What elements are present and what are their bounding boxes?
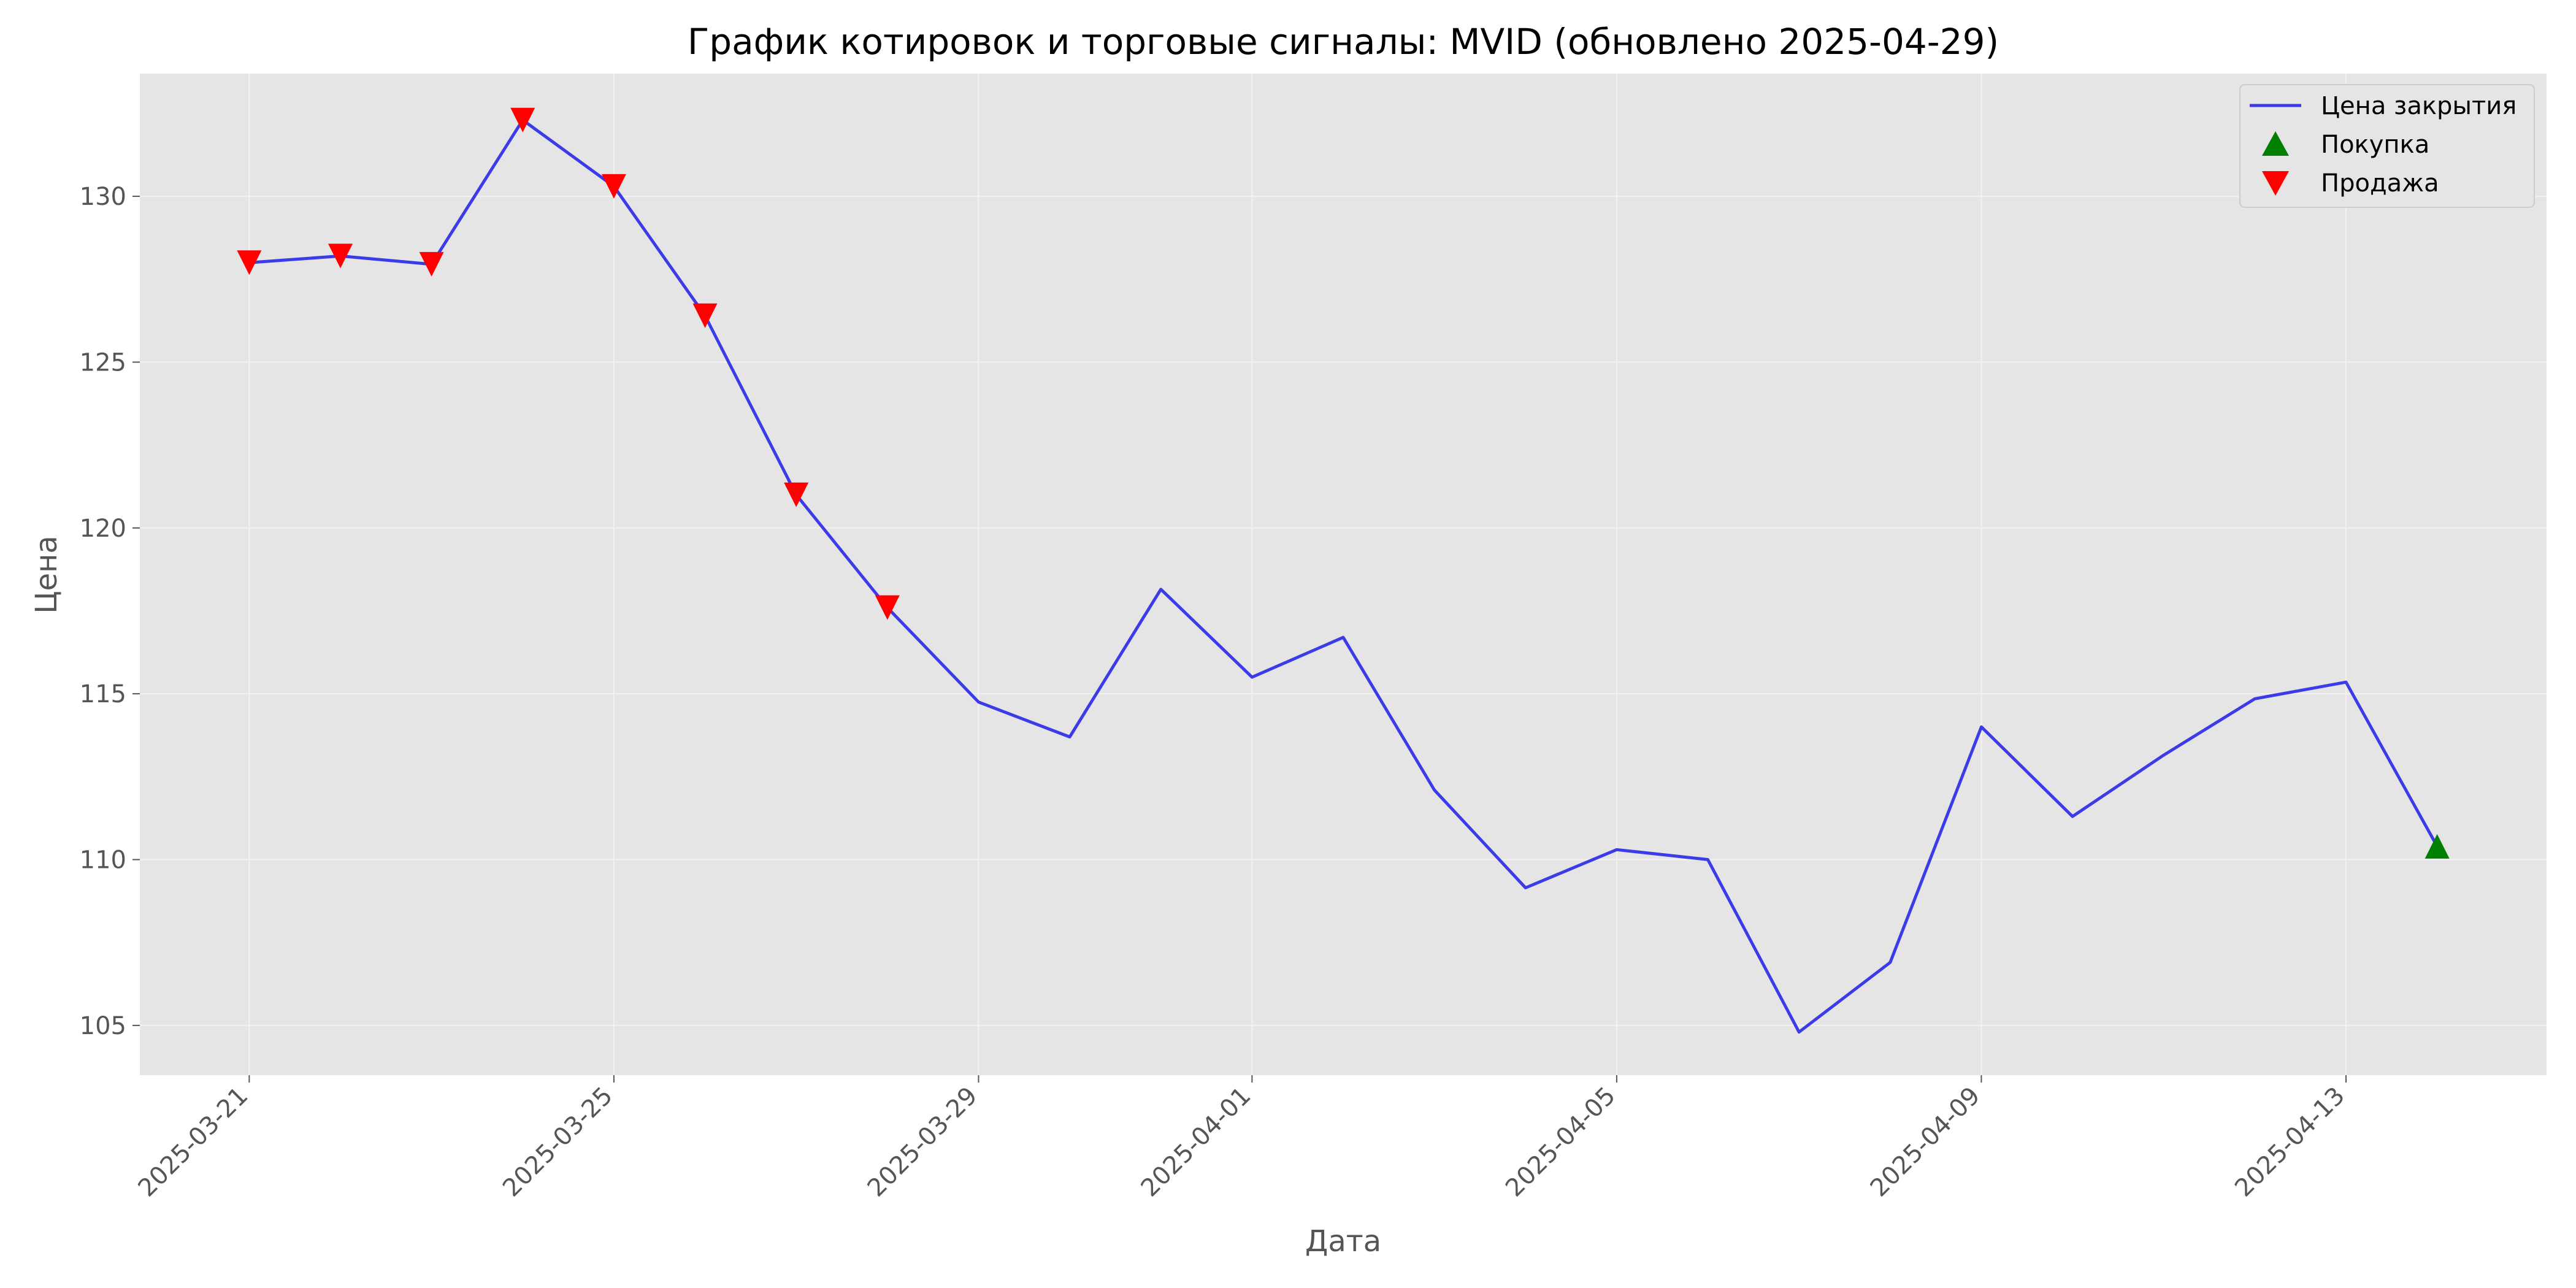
x-axis: 2025-03-21 2025-03-25 2025-03-29 2025-04-01… xyxy=(133,1075,2350,1203)
legend-sell-marker xyxy=(2262,171,2289,196)
grid xyxy=(140,74,2547,1075)
plot-background xyxy=(140,74,2547,1075)
legend-buy-marker xyxy=(2262,131,2289,156)
x-tick-label: 2025-03-21 xyxy=(133,1082,254,1203)
x-tick-label: 2025-03-29 xyxy=(862,1082,983,1203)
y-axis-label: Цена xyxy=(29,535,64,614)
sell-marker xyxy=(419,251,444,277)
chart-title: График котировок и торговые сигналы: MVI… xyxy=(688,21,1999,63)
legend-label-sell: Продажа xyxy=(2321,169,2439,197)
legend-label-close: Цена закрытия xyxy=(2321,92,2517,120)
y-tick-label: 105 xyxy=(80,1012,126,1040)
sell-marker xyxy=(875,595,900,620)
y-tick-label: 125 xyxy=(80,348,126,377)
x-tick-label: 2025-04-01 xyxy=(1136,1082,1257,1203)
sell-marker xyxy=(237,250,262,275)
y-tick-label: 110 xyxy=(80,846,126,875)
y-tick-label: 130 xyxy=(80,183,126,211)
signal-markers xyxy=(237,107,2450,859)
legend: Цена закрытия Покупка Продажа xyxy=(2239,84,2535,208)
y-tick-label: 120 xyxy=(80,515,126,543)
x-tick-label: 2025-04-09 xyxy=(1865,1082,1986,1203)
y-tick-label: 115 xyxy=(80,680,126,708)
x-axis-label: Дата xyxy=(1305,1224,1381,1259)
sell-marker xyxy=(784,482,809,507)
legend-label-buy: Покупка xyxy=(2321,131,2429,159)
sell-marker xyxy=(692,303,718,328)
x-tick-label: 2025-04-13 xyxy=(2229,1082,2350,1203)
buy-marker xyxy=(2425,834,2450,859)
sell-marker xyxy=(601,174,626,199)
legend-box xyxy=(2239,84,2535,208)
sell-marker xyxy=(328,243,353,269)
sell-marker xyxy=(510,107,535,132)
x-tick-label: 2025-04-05 xyxy=(1500,1082,1621,1203)
x-tick-label: 2025-03-25 xyxy=(497,1082,618,1203)
y-axis: 105 110 115 120 125 130 xyxy=(80,183,140,1040)
